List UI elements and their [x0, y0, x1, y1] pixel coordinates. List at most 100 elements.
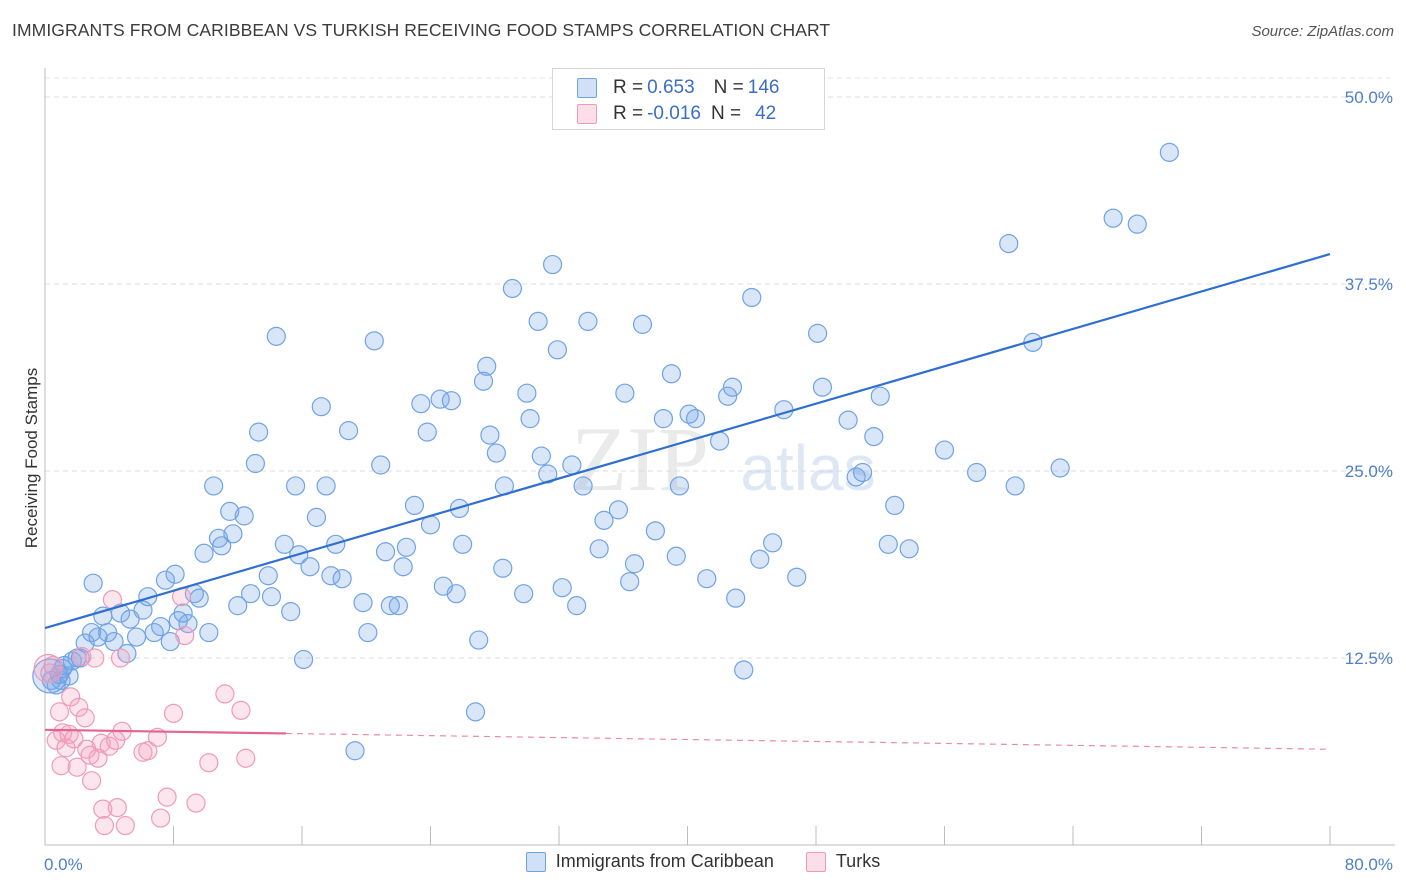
turks-point	[81, 771, 102, 791]
caribbean-point	[1103, 208, 1123, 228]
turks-point	[85, 648, 105, 668]
caribbean-point	[311, 397, 331, 417]
caribbean-point	[722, 377, 743, 397]
caribbean-point	[608, 500, 629, 520]
caribbean-point	[594, 510, 614, 530]
caribbean-point	[32, 658, 68, 694]
caribbean-point	[388, 596, 408, 616]
turks-point	[231, 700, 251, 720]
caribbean-point	[531, 446, 551, 466]
caribbean-point	[669, 476, 690, 496]
chart-title: IMMIGRANTS FROM CARIBBEAN VS TURKISH REC…	[12, 20, 831, 40]
caribbean-point	[469, 630, 489, 650]
caribbean-point	[165, 564, 185, 584]
caribbean-point	[261, 587, 282, 607]
caribbean-point	[685, 409, 706, 429]
caribbean-point	[281, 602, 301, 622]
legend-n-value: 42	[755, 103, 777, 124]
caribbean-point	[477, 356, 497, 376]
caribbean-point	[812, 377, 833, 397]
caribbean-point	[1050, 458, 1070, 478]
caribbean-point	[899, 539, 919, 559]
watermark-zip: ZIP	[571, 408, 709, 510]
caribbean-point	[396, 537, 417, 557]
caribbean-point	[453, 534, 473, 554]
caribbean-point	[465, 702, 486, 722]
caribbean-point	[552, 578, 572, 598]
caribbean-point	[787, 567, 807, 587]
series-name-caribbean: Immigrants from Caribbean	[555, 851, 774, 871]
turks-point	[88, 748, 108, 768]
caribbean-point	[83, 573, 103, 593]
turks-point	[49, 702, 70, 722]
caribbean-point	[294, 649, 314, 670]
caribbean-point	[316, 476, 336, 496]
caribbean-point	[999, 234, 1019, 254]
correlation-legend: R = 0.653 N = 146 R = -0.016 N = 42	[552, 68, 825, 130]
caribbean-point	[1127, 214, 1147, 234]
caribbean-point	[173, 603, 193, 623]
caribbean-point	[104, 631, 124, 652]
y-tick-label: 25.0%	[1345, 462, 1393, 481]
caribbean-point	[666, 546, 686, 566]
caribbean-point	[88, 627, 108, 647]
caribbean-point	[249, 422, 269, 442]
caribbean-point	[885, 495, 905, 516]
turks-point	[236, 748, 256, 768]
caribbean-point	[661, 364, 682, 384]
caribbean-point	[285, 476, 306, 496]
caribbean-point	[562, 455, 582, 475]
y-tick-label: 37.5%	[1345, 275, 1393, 294]
caribbean-point	[393, 557, 413, 577]
caribbean-point	[358, 622, 378, 643]
caribbean-point	[864, 426, 884, 447]
legend-r-value: -0.016	[647, 103, 701, 124]
caribbean-point	[241, 584, 261, 604]
turks-point	[75, 708, 95, 728]
caribbean-point	[726, 588, 746, 608]
turks-point	[115, 815, 135, 836]
legend-n-value: 146	[747, 77, 780, 98]
caribbean-point	[417, 422, 437, 442]
y-tick-label: 12.5%	[1345, 649, 1393, 668]
series-swatch-turks	[805, 851, 826, 872]
series-legend-turks: Turks	[805, 851, 880, 872]
caribbean-point	[480, 425, 500, 445]
caribbean-point	[852, 462, 873, 483]
caribbean-point	[547, 340, 567, 360]
turks-point	[94, 815, 115, 836]
caribbean-point	[632, 314, 653, 334]
legend-swatch-caribbean	[577, 78, 597, 98]
grid-lines	[45, 77, 1395, 659]
caribbean-point	[567, 596, 587, 616]
trend-lines	[44, 253, 1331, 750]
caribbean-point	[223, 524, 243, 544]
turks-point	[157, 787, 177, 807]
caribbean-point	[441, 391, 461, 411]
caribbean-point	[750, 549, 770, 569]
caribbean-point	[493, 558, 513, 578]
caribbean-point	[204, 476, 224, 496]
caribbean-point	[528, 311, 548, 331]
turks-trend-extension	[285, 732, 1331, 750]
caribbean-point	[514, 584, 534, 604]
caribbean-point	[486, 443, 506, 463]
caribbean-point	[245, 453, 266, 474]
turks-point	[186, 793, 206, 813]
caribbean-point	[364, 331, 384, 351]
caribbean-point	[234, 506, 254, 526]
caribbean-point	[615, 383, 635, 403]
legend-r-value: 0.653	[647, 77, 695, 98]
caribbean-point	[212, 536, 232, 556]
turks-point	[53, 723, 73, 743]
caribbean-point	[353, 593, 373, 613]
caribbean-point	[345, 741, 365, 761]
caribbean-point	[473, 371, 494, 391]
turks-point	[147, 727, 168, 747]
caribbean-point	[502, 278, 523, 299]
series-legend: Immigrants from Caribbean Turks	[0, 851, 1406, 872]
caribbean-point	[160, 631, 180, 652]
turks-point	[33, 653, 63, 684]
caribbean-point	[653, 409, 674, 429]
tick-labels: 12.5% 25.0% 37.5% 50.0% 0.0% 80.0%	[44, 88, 1393, 874]
